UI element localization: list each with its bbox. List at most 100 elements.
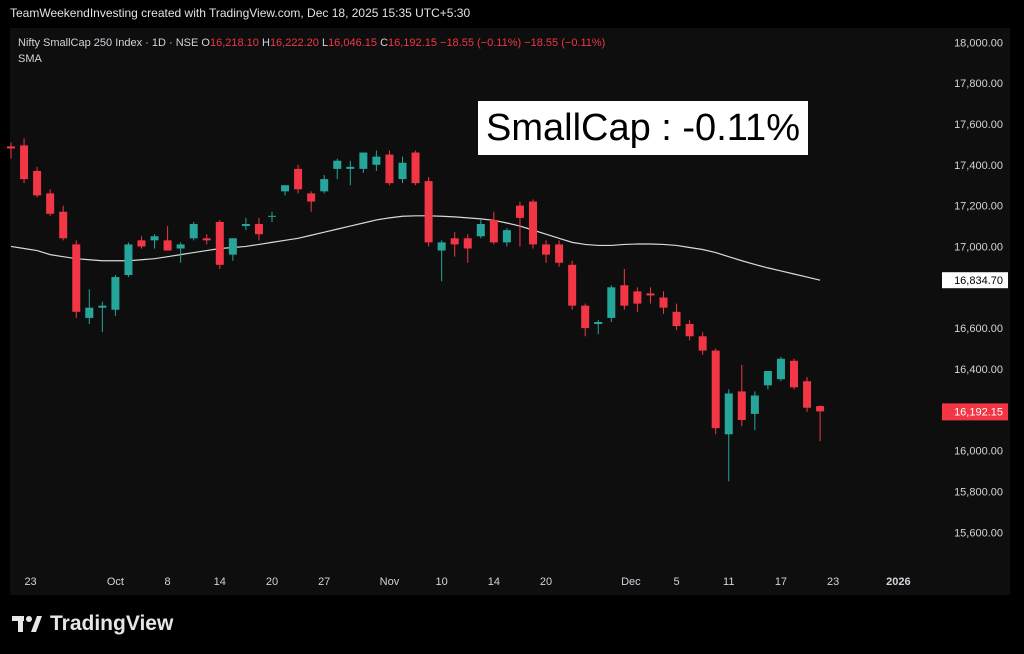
x-tick-label: 5 <box>673 576 679 588</box>
candle-body <box>633 291 642 304</box>
high-label: H <box>261 37 270 49</box>
candle-body <box>7 146 15 149</box>
candle-body <box>816 406 825 412</box>
candle-body <box>215 221 224 265</box>
candle-body <box>137 240 146 247</box>
candle-body <box>620 285 629 306</box>
y-tick-label: 17,600.00 <box>954 119 1003 131</box>
x-tick-label: 14 <box>488 576 500 588</box>
candle-body <box>20 145 29 180</box>
candle-body <box>346 166 355 169</box>
candle-body <box>581 305 590 329</box>
candle-body <box>320 179 329 192</box>
candle-body <box>98 305 107 308</box>
candle-body <box>750 395 759 414</box>
candle-body <box>476 224 485 237</box>
candle-body <box>33 170 42 196</box>
y-tick-label: 17,200.00 <box>954 201 1003 213</box>
candle-body <box>763 371 772 386</box>
ohlc-legend: Nifty SmallCap 250 Index · 1D · NSE O16,… <box>18 37 605 49</box>
candle-body <box>294 168 303 190</box>
x-tick-label: 17 <box>775 576 787 588</box>
y-tick-label: 16,600.00 <box>954 323 1003 335</box>
tradingview-logo-icon <box>12 616 42 632</box>
y-tick-label: 17,000.00 <box>954 241 1003 253</box>
candle-body <box>150 236 159 241</box>
x-tick-label: Nov <box>380 576 400 588</box>
change-value: −18.55 (−0.11%) <box>440 37 522 49</box>
sma-indicator-label[interactable]: SMA <box>18 53 42 65</box>
candle-body <box>463 238 472 249</box>
candle-body <box>189 224 198 239</box>
tradingview-brand: TradingView <box>12 612 173 636</box>
candle-body <box>359 152 368 169</box>
candle-body <box>46 193 55 214</box>
candle-body <box>254 224 263 235</box>
candle-body <box>202 238 211 241</box>
y-tick-label: 18,000.00 <box>954 37 1003 49</box>
last-price-label: 16,192.15 <box>954 406 1003 418</box>
last-price-badge <box>942 403 1008 421</box>
candle-body <box>542 244 551 255</box>
y-tick-label: 15,600.00 <box>954 527 1003 539</box>
candle-body <box>529 201 537 245</box>
x-tick-label: 23 <box>24 576 36 588</box>
y-tick-label: 17,800.00 <box>954 78 1003 90</box>
brand-name: TradingView <box>50 612 174 635</box>
x-tick-label: 10 <box>436 576 448 588</box>
candle-body <box>333 160 342 169</box>
candle-body <box>737 391 746 420</box>
candle-body <box>228 238 237 255</box>
candle-body <box>268 215 276 217</box>
symbol-title[interactable]: Nifty SmallCap 250 Index · 1D · NSE <box>18 37 199 49</box>
x-tick-label: 23 <box>827 576 839 588</box>
candle-body <box>124 244 133 276</box>
x-tick-label: 2026 <box>886 576 910 588</box>
candle-body <box>711 350 720 429</box>
open-label: O <box>201 37 210 49</box>
y-tick-label: 17,400.00 <box>954 160 1003 172</box>
candle-body <box>790 360 798 388</box>
sma-price-badge <box>942 272 1008 289</box>
candle-body <box>450 238 459 245</box>
x-tick-label: 8 <box>165 576 171 588</box>
candle-body <box>646 293 655 296</box>
candle-body <box>489 219 498 243</box>
candle-body <box>281 185 290 192</box>
x-tick-label: 20 <box>266 576 278 588</box>
y-tick-label: 16,000.00 <box>954 446 1003 458</box>
candle-body <box>411 152 420 184</box>
x-tick-label: Oct <box>107 576 124 588</box>
x-tick-label: Dec <box>621 576 641 588</box>
annotation-box: SmallCap : -0.11% <box>478 101 808 155</box>
candle-body <box>372 156 381 165</box>
candle-body <box>385 154 394 184</box>
candle-body <box>72 244 81 312</box>
candle-body <box>424 181 433 243</box>
candle-body <box>307 193 316 202</box>
high-value: 16,222.20 <box>269 37 319 49</box>
candle-body <box>515 205 524 218</box>
candle-body <box>437 242 446 251</box>
low-value: 16,046.15 <box>328 37 377 49</box>
change-value-2: −18.55 (−0.11%) <box>524 37 606 49</box>
candle-body <box>241 224 250 227</box>
candle-body <box>555 244 564 263</box>
candle-body <box>568 264 577 306</box>
close-value: 16,192.15 <box>388 37 437 49</box>
sma-price-label: 16,834.70 <box>954 275 1003 287</box>
sma-line <box>10 215 821 281</box>
candle-body <box>672 311 681 327</box>
low-label: L <box>321 37 329 49</box>
candle-body <box>594 322 603 325</box>
x-tick-label: 11 <box>723 576 734 588</box>
candle-body <box>685 324 694 337</box>
y-tick-label: 16,400.00 <box>954 364 1003 376</box>
open-value: 16,218.10 <box>209 37 259 49</box>
y-tick-label: 15,800.00 <box>954 486 1003 498</box>
x-tick-label: 14 <box>214 576 226 588</box>
candle-body <box>698 336 707 351</box>
candle-body <box>502 230 511 243</box>
